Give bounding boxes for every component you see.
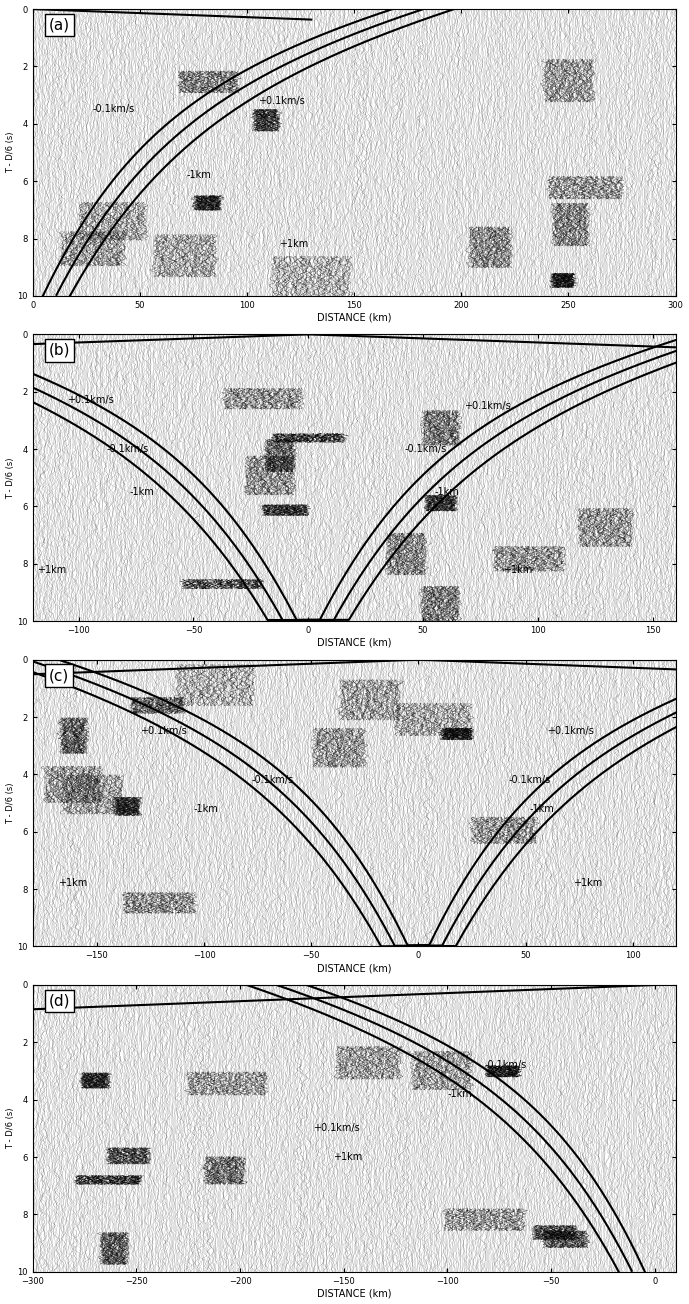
Text: +0.1km/s: +0.1km/s xyxy=(140,726,187,737)
Text: -0.1km/s: -0.1km/s xyxy=(485,1060,527,1071)
X-axis label: DISTANCE (km): DISTANCE (km) xyxy=(317,313,391,322)
Y-axis label: T - D/6 (s): T - D/6 (s) xyxy=(6,456,14,498)
Text: -0.1km/s: -0.1km/s xyxy=(251,775,294,785)
Text: +1km: +1km xyxy=(37,565,67,575)
Y-axis label: T - D/6 (s): T - D/6 (s) xyxy=(6,782,14,824)
Text: (b): (b) xyxy=(49,343,70,359)
Text: +0.1km/s: +0.1km/s xyxy=(313,1123,360,1133)
X-axis label: DISTANCE (km): DISTANCE (km) xyxy=(317,964,391,973)
Text: +0.1km/s: +0.1km/s xyxy=(67,395,114,406)
Y-axis label: T - D/6 (s): T - D/6 (s) xyxy=(6,1107,14,1149)
Text: -1km: -1km xyxy=(129,488,154,497)
Text: +1km: +1km xyxy=(279,239,309,249)
Text: +0.1km/s: +0.1km/s xyxy=(547,726,594,737)
Text: +0.1km/s: +0.1km/s xyxy=(258,95,305,106)
Text: -1km: -1km xyxy=(530,803,555,814)
Text: +1km: +1km xyxy=(59,879,88,888)
Text: (d): (d) xyxy=(49,994,70,1008)
Text: -1km: -1km xyxy=(194,803,218,814)
Text: -0.1km/s: -0.1km/s xyxy=(93,104,135,115)
X-axis label: DISTANCE (km): DISTANCE (km) xyxy=(317,1288,391,1299)
Text: (c): (c) xyxy=(49,668,69,683)
Text: -0.1km/s: -0.1km/s xyxy=(404,445,447,454)
Text: +0.1km/s: +0.1km/s xyxy=(464,402,511,411)
Text: -0.1km/s: -0.1km/s xyxy=(508,775,551,785)
Text: -1km: -1km xyxy=(435,488,459,497)
Text: -1km: -1km xyxy=(187,171,212,180)
Text: +1km: +1km xyxy=(504,565,533,575)
X-axis label: DISTANCE (km): DISTANCE (km) xyxy=(317,638,391,648)
Y-axis label: T - D/6 (s): T - D/6 (s) xyxy=(6,132,14,173)
Text: -1km: -1km xyxy=(447,1089,472,1099)
Text: +1km: +1km xyxy=(573,879,602,888)
Text: -0.1km/s: -0.1km/s xyxy=(106,445,148,454)
Text: +1km: +1km xyxy=(333,1151,362,1162)
Text: (a): (a) xyxy=(49,18,70,33)
